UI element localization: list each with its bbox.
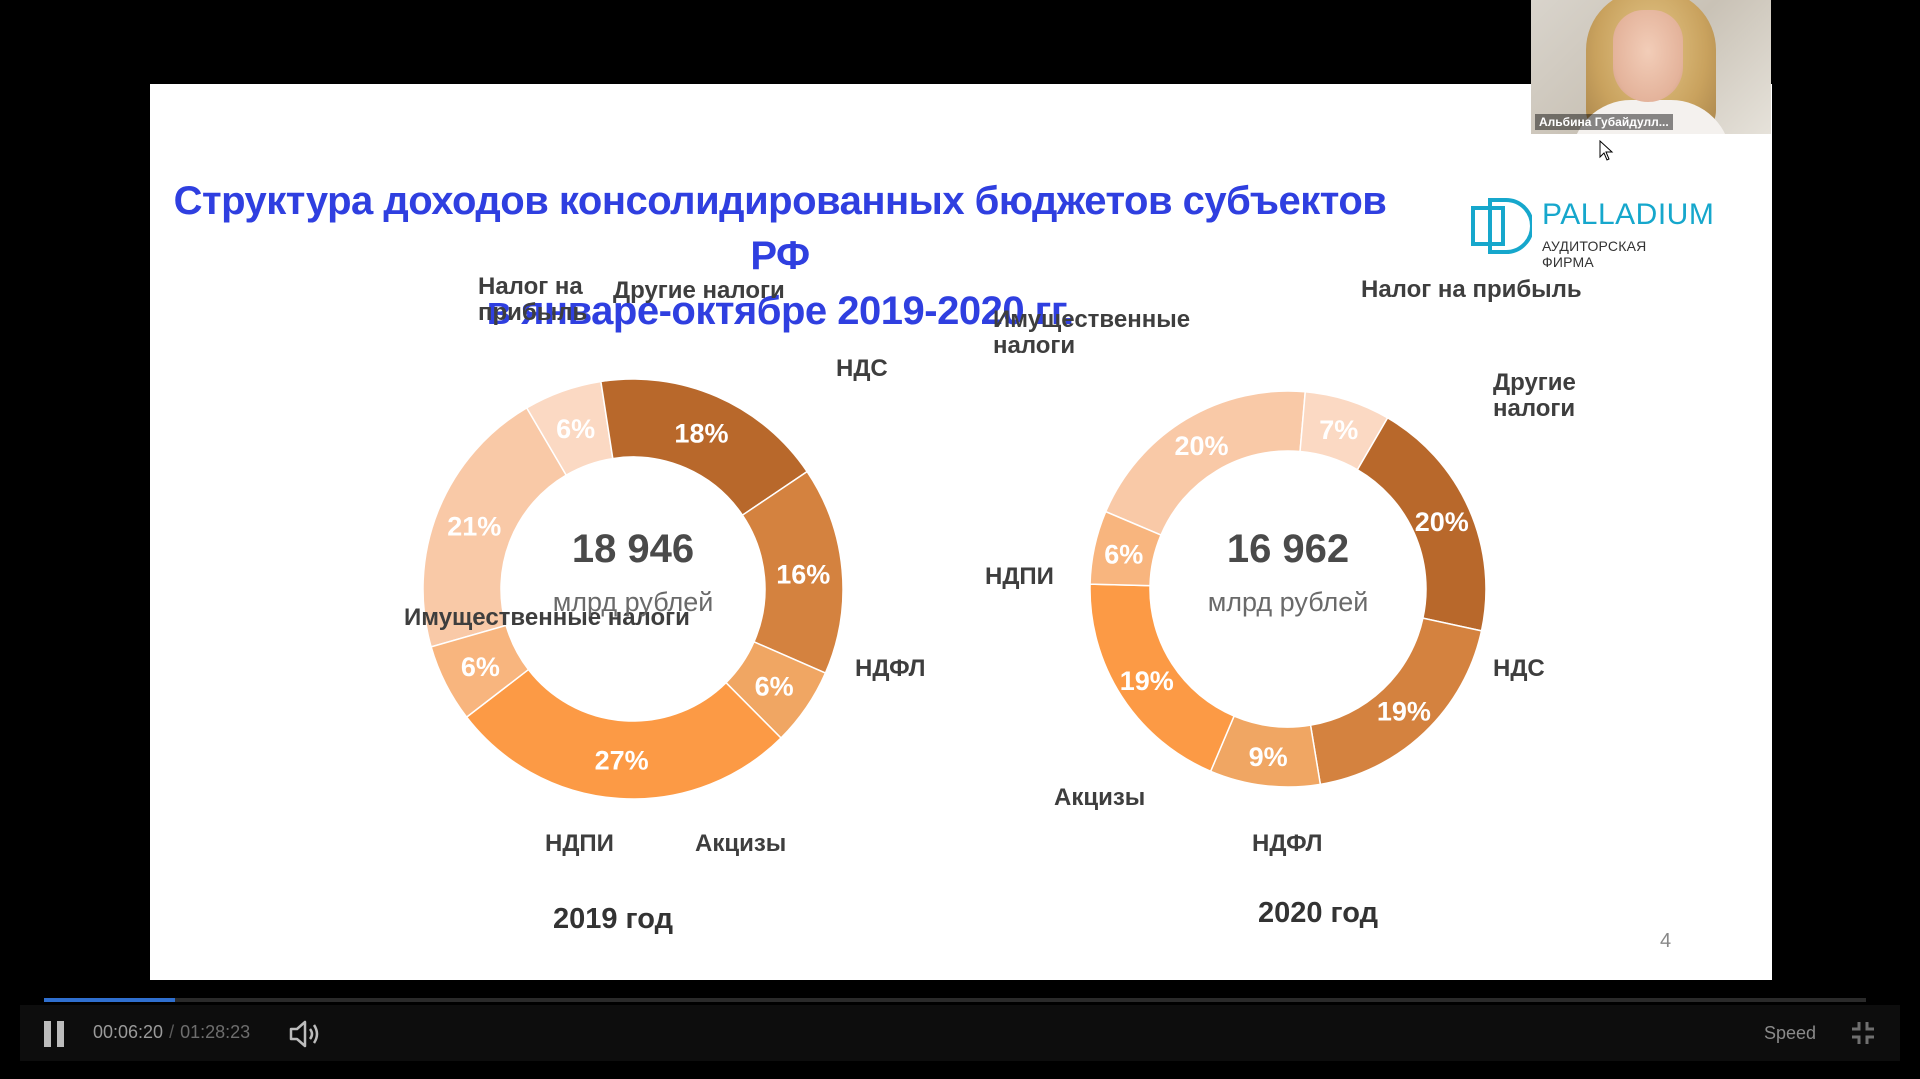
slice-category-label: Другие налоги xyxy=(613,277,785,304)
palladium-logo: PALLADIUM АУДИТОРСКАЯ ФИРМА xyxy=(1470,192,1714,270)
donut-center-unit: млрд рублей xyxy=(553,587,714,617)
playback-progress-fill xyxy=(44,998,176,1002)
volume-icon[interactable] xyxy=(288,1019,322,1049)
slice-percent-label: 9% xyxy=(1249,742,1288,772)
slice-percent-label: 19% xyxy=(1120,666,1174,696)
slice-category-label: НДФЛ xyxy=(1252,830,1323,857)
chart-year-title: 2019 год xyxy=(553,903,673,935)
playback-progress-bar[interactable] xyxy=(44,998,1866,1002)
slice-percent-label: 6% xyxy=(1104,539,1143,569)
webcam-person-face xyxy=(1613,10,1683,102)
palladium-logo-icon xyxy=(1471,198,1532,254)
slice-category-label: налоги xyxy=(993,332,1075,359)
slice-category-label: НДФЛ xyxy=(855,655,926,682)
slide-title-line2: в январе-октябре 2019-2020 гг. xyxy=(486,289,1074,333)
slice-percent-label: 18% xyxy=(674,418,728,448)
time-separator: / xyxy=(169,1022,175,1042)
chart-year-title: 2020 год xyxy=(1258,897,1378,929)
donut-slice xyxy=(465,668,783,800)
slice-category-label: Имущественные налоги xyxy=(404,604,690,631)
slice-percent-label: 27% xyxy=(595,746,649,776)
donut-slice xyxy=(1089,510,1162,587)
slide-title-line1: Структура доходов консолидированных бюдж… xyxy=(173,179,1387,278)
slice-percent-label: 7% xyxy=(1319,415,1358,445)
presentation-slide: Структура доходов консолидированных бюдж… xyxy=(150,84,1772,980)
webcam-video-tile[interactable]: Альбина Губайдулл... xyxy=(1531,0,1771,134)
mouse-cursor-icon xyxy=(1599,140,1614,161)
slice-category-label: НДПИ xyxy=(985,563,1054,590)
slide-title: Структура доходов консолидированных бюдж… xyxy=(150,174,1410,339)
slice-percent-label: 6% xyxy=(556,414,595,444)
slice-percent-label: 20% xyxy=(1174,431,1228,461)
logo-subtitle: АУДИТОРСКАЯ ФИРМА xyxy=(1542,238,1647,270)
pause-button[interactable] xyxy=(44,1021,68,1047)
donut-center-unit: млрд рублей xyxy=(1208,587,1369,617)
slice-category-label: НДС xyxy=(836,355,888,382)
slice-category-label: НДПИ xyxy=(545,830,614,857)
speed-button[interactable]: Speed xyxy=(1764,1023,1817,1043)
total-time: 01:28:23 xyxy=(180,1022,251,1042)
slice-category-label: Налог на xyxy=(478,273,583,300)
slice-category-label: Другие xyxy=(1493,369,1576,396)
slice-category-label: Налог на прибыль xyxy=(1361,276,1582,303)
slice-percent-label: 21% xyxy=(447,511,501,541)
slice-percent-label: 16% xyxy=(776,560,830,590)
donut-slice xyxy=(430,624,530,719)
donut-slice xyxy=(1104,390,1307,537)
slice-category-label: налоги xyxy=(1493,395,1575,422)
webcam-participant-name: Альбина Губайдулл... xyxy=(1535,114,1673,130)
slice-category-label: Акцизы xyxy=(1054,784,1145,811)
donut-center-value: 16 962 xyxy=(1227,527,1349,571)
slide-page-number: 4 xyxy=(1660,930,1672,952)
donut-center-value: 18 946 xyxy=(572,527,694,571)
slice-percent-label: 19% xyxy=(1377,697,1431,727)
slice-percent-label: 6% xyxy=(755,672,794,702)
slice-percent-label: 6% xyxy=(461,652,500,682)
player-controls: 00:06:20/01:28:23 Speed xyxy=(20,1005,1900,1061)
logo-name: PALLADIUM xyxy=(1542,198,1715,231)
slice-category-label: Акцизы xyxy=(695,830,786,857)
slice-category-label: прибыль xyxy=(478,299,587,326)
playback-time: 00:06:20/01:28:23 xyxy=(93,1022,250,1043)
slice-percent-label: 20% xyxy=(1415,507,1469,537)
slice-category-label: Имущественные xyxy=(993,306,1190,333)
exit-fullscreen-icon[interactable] xyxy=(1850,1020,1876,1046)
slice-category-label: НДС xyxy=(1493,655,1545,682)
current-time: 00:06:20 xyxy=(93,1022,164,1042)
